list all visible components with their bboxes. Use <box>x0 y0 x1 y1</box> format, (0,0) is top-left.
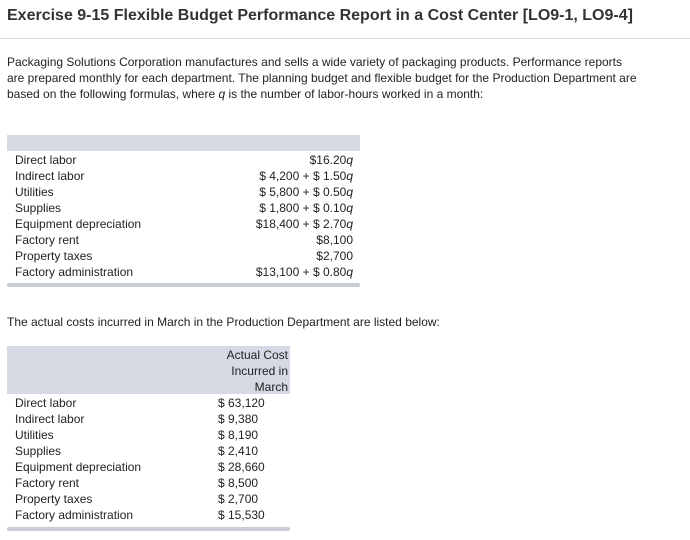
row-label: Property taxes <box>15 249 93 263</box>
header-line: Incurred in <box>231 364 288 378</box>
table-row: Indirect labor $ 4,200 + $ 1.50q <box>7 168 360 184</box>
intro-q-variable: q <box>218 87 226 101</box>
row-formula: $2,700 <box>316 248 353 264</box>
table-row: Indirect labor $ 9,380 <box>7 411 290 427</box>
actual-cost-column-header: Actual Cost Incurred in March <box>208 347 288 395</box>
formula-variable: $16.20 <box>309 153 347 167</box>
table-row: Utilities $ 5,800 + $ 0.50q <box>7 184 360 200</box>
row-formula: $ 5,800 + $ 0.50q <box>259 184 353 200</box>
row-label: Direct labor <box>15 396 77 410</box>
formula-fixed: $ 1,800 + <box>259 201 313 215</box>
row-value: $ 63,120 <box>218 396 265 410</box>
row-label: Factory administration <box>15 265 134 279</box>
row-formula: $ 1,800 + $ 0.10q <box>259 200 353 216</box>
budget-table-body: Direct labor $16.20q Indirect labor $ 4,… <box>7 151 360 283</box>
row-value: $ 15,530 <box>218 508 265 522</box>
formula-fixed: $2,700 <box>316 249 353 263</box>
row-label: Factory administration <box>15 508 134 522</box>
formula-q: q <box>346 185 353 199</box>
row-formula: $13,100 + $ 0.80q <box>256 264 353 280</box>
row-label: Utilities <box>15 428 54 442</box>
table-row: Factory rent $ 8,500 <box>7 475 290 491</box>
row-value: $ 9,380 <box>218 412 259 426</box>
formula-variable: $ 1.50 <box>312 169 347 183</box>
exercise-title: Exercise 9-15 Flexible Budget Performanc… <box>7 7 633 24</box>
row-label: Supplies <box>15 444 62 458</box>
table-row: Property taxes $ 2,700 <box>7 491 290 507</box>
row-value: $ 2,700 <box>218 492 259 506</box>
row-value: $ 28,660 <box>218 460 265 474</box>
row-label: Factory rent <box>15 233 80 247</box>
actual-table-body: Direct labor $ 63,120 Indirect labor $ 9… <box>7 394 290 527</box>
table-row: Direct labor $ 63,120 <box>7 395 290 411</box>
row-label: Property taxes <box>15 492 93 506</box>
row-value: $ 2,410 <box>218 444 259 458</box>
row-label: Indirect labor <box>15 412 85 426</box>
table-row: Equipment depreciation $18,400 + $ 2.70q <box>7 216 360 232</box>
budget-table-footer-bar <box>7 283 360 287</box>
table-row: Utilities $ 8,190 <box>7 427 290 443</box>
table-row: Factory administration $ 15,530 <box>7 507 290 523</box>
table-row: Factory rent $8,100 <box>7 232 360 248</box>
intro-text-after: is the number of labor-hours worked in a… <box>225 87 484 101</box>
intro-paragraph: Packaging Solutions Corporation manufact… <box>7 54 637 102</box>
header-line: March <box>254 380 288 394</box>
actual-table-header: Actual Cost Incurred in March <box>7 346 290 394</box>
row-formula: $18,400 + $ 2.70q <box>256 216 353 232</box>
formula-q: q <box>346 217 353 231</box>
row-label: Supplies <box>15 201 62 215</box>
table-row: Property taxes $2,700 <box>7 248 360 264</box>
table-row: Equipment depreciation $ 28,660 <box>7 459 290 475</box>
actual-costs-intro: The actual costs incurred in March in th… <box>7 315 440 329</box>
row-label: Utilities <box>15 185 54 199</box>
row-label: Indirect labor <box>15 169 85 183</box>
table-row: Factory administration $13,100 + $ 0.80q <box>7 264 360 280</box>
title-divider <box>0 38 690 39</box>
formula-q: q <box>346 169 353 183</box>
row-value: $ 8,190 <box>218 428 259 442</box>
actual-table-footer-bar <box>7 527 290 531</box>
formula-variable: $ 0.80 <box>312 265 347 279</box>
budget-formula-table: Direct labor $16.20q Indirect labor $ 4,… <box>7 135 360 287</box>
formula-fixed: $ 5,800 + <box>259 185 313 199</box>
actual-costs-table: Actual Cost Incurred in March Direct lab… <box>7 346 290 531</box>
table-row: Supplies $ 1,800 + $ 0.10q <box>7 200 360 216</box>
formula-q: q <box>346 265 353 279</box>
header-line: Actual Cost <box>226 348 288 362</box>
row-formula: $8,100 <box>316 232 353 248</box>
formula-variable: $ 0.10 <box>312 201 347 215</box>
row-label: Direct labor <box>15 153 77 167</box>
row-value: $ 8,500 <box>218 476 259 490</box>
row-label: Factory rent <box>15 476 80 490</box>
formula-q: q <box>346 153 353 167</box>
table-row: Direct labor $16.20q <box>7 152 360 168</box>
formula-fixed: $ 4,200 + <box>259 169 313 183</box>
formula-fixed: $13,100 + <box>255 265 313 279</box>
formula-variable: $ 2.70 <box>312 217 347 231</box>
row-formula: $16.20q <box>310 152 353 168</box>
formula-q: q <box>346 201 353 215</box>
table-row: Supplies $ 2,410 <box>7 443 290 459</box>
row-formula: $ 4,200 + $ 1.50q <box>259 168 353 184</box>
formula-fixed: $18,400 + <box>255 217 313 231</box>
formula-fixed: $8,100 <box>316 233 353 247</box>
row-label: Equipment depreciation <box>15 217 142 231</box>
budget-table-header <box>7 135 360 151</box>
intro-text-before: Packaging Solutions Corporation manufact… <box>7 55 637 101</box>
row-label: Equipment depreciation <box>15 460 142 474</box>
formula-variable: $ 0.50 <box>312 185 347 199</box>
